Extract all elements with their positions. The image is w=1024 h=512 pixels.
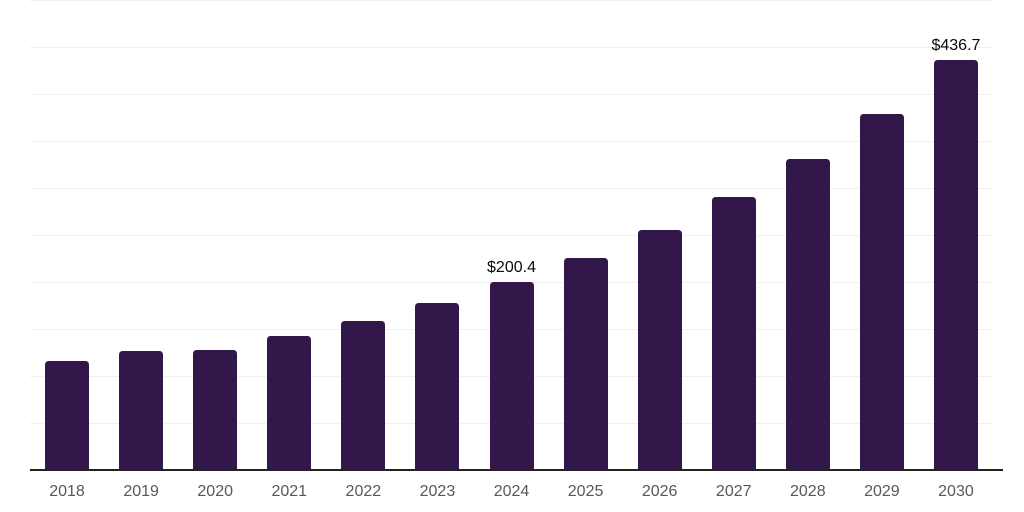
x-tick-label-2025: 2025 (567, 483, 604, 500)
x-tick-label-2022: 2022 (345, 483, 382, 500)
chart-bar-2029 (859, 113, 904, 470)
bar-value-label-2030: $436.7 (931, 36, 981, 54)
bar-value-label-2024: $200.4 (487, 258, 536, 276)
chart-bar-2027 (711, 197, 756, 470)
chart-bar-2020 (193, 349, 238, 470)
gridline (30, 141, 993, 142)
gridline (30, 235, 993, 236)
chart-bar-2021 (267, 335, 312, 470)
plot-area: $200.4 $436.7 (30, 0, 993, 470)
x-tick-label-2030: 2030 (938, 483, 974, 500)
x-tick-label-2018: 2018 (49, 483, 85, 500)
x-tick-label-2026: 2026 (641, 483, 678, 500)
gridline (30, 47, 993, 48)
x-tick-label-2028: 2028 (790, 483, 826, 500)
x-axis-line (30, 469, 1003, 471)
x-tick-label-2021: 2021 (271, 483, 308, 500)
chart-bar-2030 (933, 59, 978, 470)
chart-bar-2028 (785, 158, 830, 470)
x-tick-label-2027: 2027 (715, 483, 752, 500)
x-tick-label-2029: 2029 (864, 483, 900, 500)
chart-bar-2018 (45, 361, 90, 470)
chart-bar-2026 (637, 230, 682, 470)
chart-bar-2025 (563, 257, 608, 470)
gridline (30, 188, 993, 189)
chart-bar-2024 (489, 281, 534, 470)
chart-bar-2023 (415, 302, 460, 470)
x-tick-label-2020: 2020 (197, 483, 233, 500)
chart-bar-2019 (119, 350, 164, 470)
x-tick-label-2023: 2023 (419, 483, 456, 500)
x-tick-label-2024: 2024 (493, 483, 530, 500)
top-gridline (30, 0, 993, 1)
x-tick-label-2019: 2019 (123, 483, 159, 500)
gridline (30, 94, 993, 95)
chart-bar-2022 (341, 320, 386, 470)
